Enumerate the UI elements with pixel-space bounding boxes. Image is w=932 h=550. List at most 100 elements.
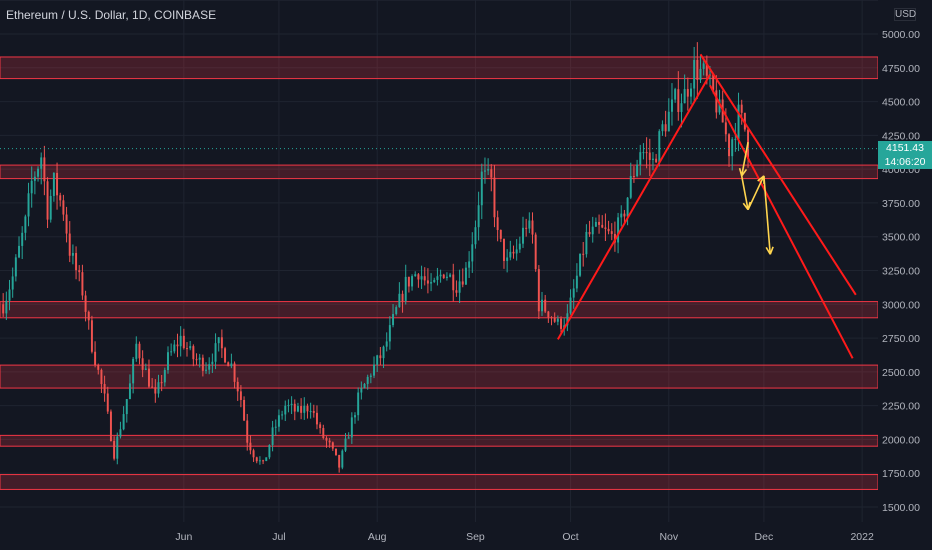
time-tick-label: Aug <box>368 531 387 543</box>
candle-body <box>499 229 502 239</box>
zone-rect <box>0 434 879 447</box>
candle-body <box>43 157 46 182</box>
candle-body <box>246 420 249 443</box>
candle-body <box>331 442 334 449</box>
time-tick-label: Sep <box>466 531 485 543</box>
candle-body <box>620 213 623 218</box>
candle-body <box>144 368 147 370</box>
candle-body <box>531 220 534 235</box>
arrow-shaft <box>747 175 765 211</box>
candle-body <box>395 307 398 315</box>
candle-body <box>433 279 436 283</box>
candle-body <box>588 231 591 235</box>
candle-body <box>258 460 261 462</box>
candle-body <box>582 253 585 255</box>
candle-body <box>224 348 227 363</box>
candle-body <box>430 282 433 284</box>
candle-body <box>97 365 100 370</box>
candle-body <box>37 168 40 177</box>
time-axis[interactable] <box>0 522 932 550</box>
candle-body <box>594 221 597 227</box>
candle-body <box>382 346 385 359</box>
candle-body <box>186 348 188 350</box>
candle-body <box>160 382 163 384</box>
candle-body <box>268 444 271 458</box>
price-tick-label: 3000.00 <box>882 299 920 311</box>
candle-body <box>610 231 613 234</box>
candle-body <box>40 157 43 169</box>
candle-body <box>655 158 658 163</box>
candle-body <box>550 317 553 319</box>
candle-body <box>541 299 543 312</box>
candle-body <box>556 318 559 322</box>
candle-body <box>11 276 14 290</box>
candle-body <box>458 281 461 293</box>
candle-body <box>49 195 52 220</box>
time-tick-label: Jul <box>272 531 285 543</box>
projection-arrows[interactable] <box>738 141 774 255</box>
arrow-head <box>742 202 749 211</box>
candle-body <box>125 399 128 415</box>
candle-body <box>239 391 242 400</box>
candle-body <box>33 176 36 181</box>
trendlines[interactable] <box>556 53 857 359</box>
price-tick-label: 1500.00 <box>882 502 920 514</box>
candle-body <box>373 364 376 376</box>
candle-body <box>664 124 667 132</box>
support-resistance-zones[interactable] <box>0 56 879 490</box>
candle-body <box>699 68 702 80</box>
candle-body <box>354 415 356 418</box>
candle-body <box>690 88 692 97</box>
candle-body <box>670 99 673 112</box>
candle-body <box>265 457 268 462</box>
zone-rect <box>0 474 879 490</box>
candle-body <box>293 403 296 412</box>
arrow-head <box>769 246 774 255</box>
candle-body <box>474 227 477 245</box>
candle-body <box>214 343 217 362</box>
candle-body <box>189 346 192 349</box>
candle-body <box>366 376 369 384</box>
candle-body <box>100 369 103 385</box>
candle-body <box>227 362 230 367</box>
last-price-tag: 4151.43 <box>878 140 932 155</box>
candle-body <box>639 152 642 165</box>
candle-body <box>220 337 223 349</box>
candle-body <box>56 172 59 196</box>
candle-body <box>363 383 366 389</box>
candle-body <box>569 297 572 314</box>
candle-body <box>553 317 556 322</box>
candle-body <box>78 270 81 273</box>
candle-body <box>65 214 68 234</box>
candle-body <box>24 216 27 233</box>
arrow-head <box>765 246 771 255</box>
candle-body <box>236 381 239 392</box>
candle-body <box>87 311 90 321</box>
candle-body <box>525 227 528 229</box>
candle-body <box>718 99 721 113</box>
candle-body <box>496 217 499 230</box>
candle-body <box>645 152 648 154</box>
candle-body <box>135 343 138 359</box>
candle-body <box>731 139 734 157</box>
candle-body <box>547 311 550 318</box>
price-axis[interactable] <box>878 0 932 550</box>
arrow-shaft <box>740 175 749 210</box>
candle-body <box>487 169 490 171</box>
candle-body <box>636 164 639 177</box>
candle-body <box>230 363 233 367</box>
currency-label[interactable]: USD <box>894 8 917 21</box>
price-tick-label: 2250.00 <box>882 401 920 413</box>
candle-body <box>157 382 160 394</box>
candle-body <box>369 375 372 377</box>
candle-body <box>322 428 325 438</box>
candle-body <box>464 267 467 285</box>
candle-body <box>579 253 582 276</box>
candle-body <box>287 405 290 407</box>
candle-body <box>106 393 109 412</box>
candle-body <box>341 450 344 468</box>
candle-body <box>398 293 401 308</box>
zone-rect <box>0 56 879 80</box>
candle-body <box>277 415 280 427</box>
